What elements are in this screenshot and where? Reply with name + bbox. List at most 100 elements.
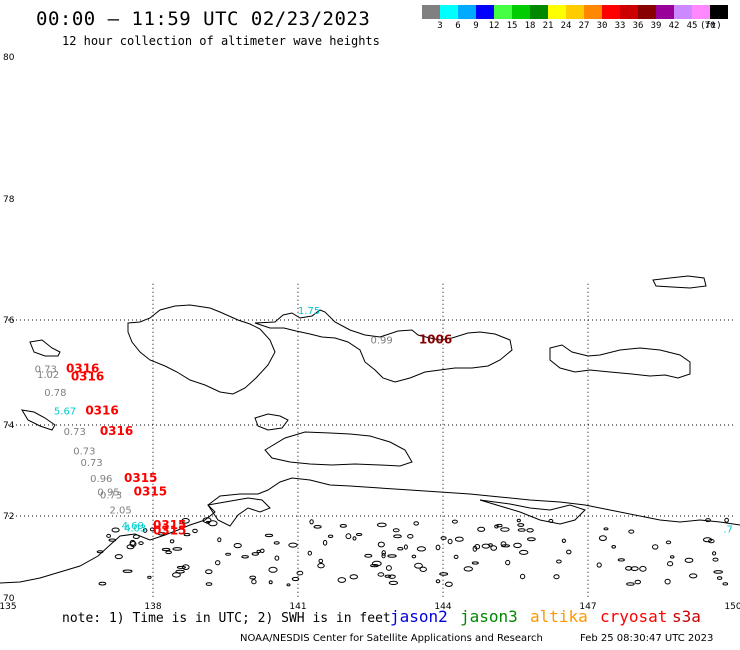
scale-label: 24: [560, 21, 572, 31]
lake: [712, 551, 717, 556]
lake: [98, 581, 107, 586]
lon-label: 150: [724, 602, 740, 612]
lake: [556, 559, 562, 564]
lake: [494, 524, 499, 529]
lake: [526, 528, 534, 533]
scale-swatch: [602, 5, 620, 19]
lake: [477, 526, 486, 532]
lake: [371, 560, 382, 567]
lake: [169, 539, 175, 544]
lake: [393, 534, 402, 539]
scale-swatch: [584, 5, 602, 19]
scale-swatch: [548, 5, 566, 19]
lake: [142, 528, 148, 533]
lake: [147, 575, 152, 579]
lake: [268, 580, 273, 585]
lake: [288, 542, 298, 548]
lake: [296, 570, 304, 576]
lake: [337, 577, 347, 583]
lake: [490, 545, 498, 551]
lake: [318, 558, 324, 564]
lake: [256, 549, 261, 554]
wave-height-value: .7: [723, 524, 733, 535]
pass-time-label: 0315: [153, 518, 186, 532]
lon-label: 138: [144, 602, 161, 612]
pass-time-label: 0315: [134, 485, 167, 499]
lake: [260, 548, 265, 553]
lake: [397, 547, 404, 551]
lake: [352, 536, 357, 541]
lake: [172, 547, 183, 551]
lake: [181, 518, 190, 524]
lake: [724, 517, 729, 523]
wave-height-value: 0.73: [35, 365, 57, 376]
scale-swatch: [512, 5, 530, 19]
lake: [291, 576, 300, 582]
scale-swatch: [476, 5, 494, 19]
satellite-jason3: jason3: [460, 607, 518, 626]
lake: [327, 534, 334, 538]
lake: [376, 522, 387, 528]
lake: [381, 550, 386, 556]
lake: [345, 533, 352, 540]
lake: [268, 566, 278, 573]
lake: [355, 533, 363, 536]
lake: [322, 539, 328, 546]
lake: [217, 537, 222, 543]
lake: [705, 518, 711, 523]
coastline: [0, 275, 740, 584]
scale-label: 21: [542, 21, 554, 31]
lake: [233, 543, 242, 549]
lake: [445, 581, 453, 587]
lake: [451, 519, 458, 524]
scale-label: 3: [437, 21, 443, 31]
lake: [149, 527, 155, 532]
lake: [634, 579, 641, 585]
footer-timestamp: Feb 25 08:30:47 UTC 2023: [580, 633, 714, 644]
lake: [175, 569, 185, 574]
lakes: [96, 517, 729, 587]
lake: [664, 578, 671, 585]
lon-label: 144: [434, 602, 451, 612]
lake: [114, 554, 123, 560]
lat-lon-grid: [8, 283, 733, 598]
color-scale-unit: (ft): [700, 21, 722, 31]
lake: [500, 527, 510, 532]
lake: [488, 543, 493, 547]
scale-label: 15: [506, 21, 518, 31]
lake: [392, 528, 400, 533]
scale-label: 33: [614, 21, 626, 31]
lat-label: 76: [3, 316, 15, 326]
lake: [309, 519, 314, 525]
lake: [667, 561, 674, 567]
lake: [598, 535, 607, 541]
footer-credit: NOAA/NESDIS Center for Satellite Applica…: [240, 633, 543, 644]
lake: [317, 563, 325, 569]
scale-swatch: [458, 5, 476, 19]
lake: [517, 523, 525, 527]
lake: [548, 518, 554, 523]
coastline-lena-delta: [479, 499, 586, 525]
lake: [364, 553, 373, 558]
lake: [713, 570, 724, 574]
lake: [215, 560, 221, 566]
coastline-island-east: [549, 344, 691, 379]
wave-height-value: 0.96: [90, 474, 112, 485]
scale-label: 12: [488, 21, 500, 31]
lake: [384, 574, 392, 578]
lake: [603, 527, 609, 531]
coastline-bay: [207, 497, 271, 527]
lake: [435, 544, 441, 551]
scale-label: 30: [596, 21, 608, 31]
lake: [225, 552, 232, 556]
lake: [628, 529, 635, 534]
wave-height-value: 0.99: [371, 336, 393, 347]
lake: [264, 533, 274, 538]
coastline-bolshoy-lyakhovsky: [264, 431, 413, 467]
coastline-mainland: [0, 477, 740, 584]
lake: [176, 565, 186, 569]
lon-label: 135: [0, 602, 17, 612]
scale-label: 36: [632, 21, 644, 31]
